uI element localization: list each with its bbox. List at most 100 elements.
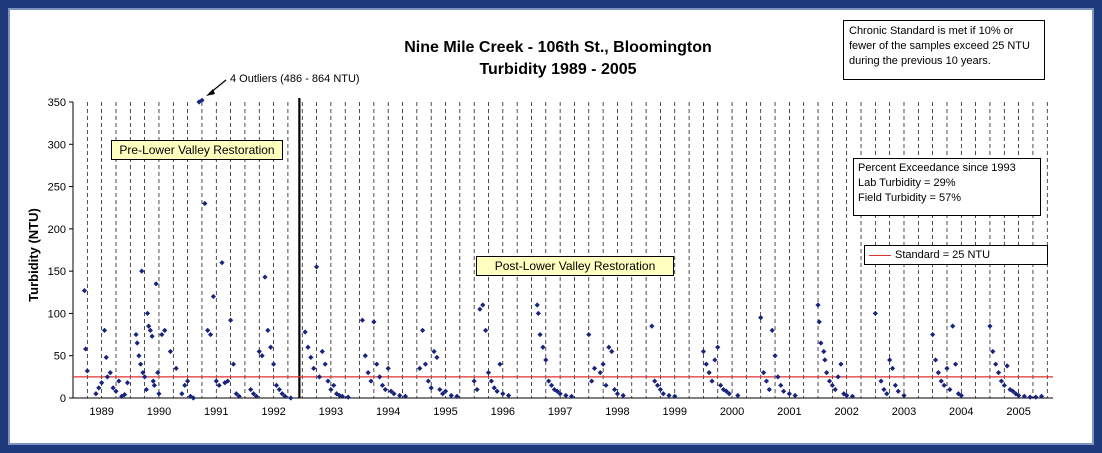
data-point — [778, 382, 784, 388]
data-point — [276, 386, 282, 393]
data-point — [419, 327, 426, 333]
data-point — [535, 310, 541, 317]
data-point — [821, 348, 827, 355]
data-point — [993, 361, 999, 367]
data-point — [835, 374, 841, 380]
data-point — [311, 365, 317, 371]
data-point — [336, 392, 343, 399]
y-tick-label: 100 — [48, 308, 66, 320]
data-point — [551, 386, 558, 393]
data-point — [987, 323, 993, 329]
data-point — [884, 391, 890, 397]
data-point — [368, 378, 374, 384]
data-point — [540, 344, 546, 350]
data-point — [156, 391, 162, 397]
data-point — [339, 393, 345, 399]
data-point — [216, 382, 222, 388]
data-point — [660, 391, 666, 397]
data-point — [718, 382, 724, 388]
data-point — [597, 370, 603, 376]
data-point — [769, 327, 775, 333]
data-point — [844, 392, 850, 399]
data-point — [672, 393, 678, 399]
data-point — [142, 374, 148, 380]
data-point — [666, 392, 672, 399]
post-restoration-label: Post-Lower Valley Restoration — [476, 256, 674, 276]
data-point — [167, 348, 174, 355]
data-point — [829, 382, 835, 388]
y-tick-label: 50 — [54, 351, 66, 363]
data-point — [104, 374, 110, 380]
data-point — [210, 293, 217, 300]
x-tick-label: 1993 — [319, 406, 343, 418]
data-point — [609, 348, 615, 355]
data-point — [103, 354, 109, 361]
exceedance-lab: Lab Turbidity = 29% — [858, 177, 956, 189]
percent-exceedance-box: Percent Exceedance since 1993 Lab Turbid… — [853, 158, 1041, 216]
data-point — [155, 370, 161, 376]
data-point — [781, 388, 787, 394]
data-point — [887, 357, 893, 363]
data-point — [1001, 382, 1007, 388]
data-point — [589, 378, 595, 384]
legend-label: Standard = 25 NTU — [895, 249, 991, 261]
x-tick-label: 2002 — [834, 406, 858, 418]
data-point — [262, 274, 268, 280]
data-point — [872, 310, 878, 317]
x-tick-label: 2001 — [777, 406, 801, 418]
data-point — [319, 348, 325, 355]
data-point — [815, 302, 821, 308]
data-point — [611, 386, 618, 393]
data-point — [144, 310, 151, 317]
y-tick-label: 0 — [60, 393, 66, 405]
data-point — [947, 386, 953, 393]
data-point — [818, 340, 824, 346]
outliers-annotation: 4 Outliers (486 - 864 NTU) — [230, 73, 360, 85]
exceedance-field: Field Turbidity = 57% — [858, 192, 962, 204]
data-point — [995, 370, 1002, 376]
data-point — [187, 393, 194, 399]
data-point — [952, 361, 959, 367]
data-point — [182, 382, 188, 388]
data-point — [649, 323, 655, 329]
data-point — [881, 386, 887, 393]
data-point — [83, 346, 89, 352]
data-point — [308, 354, 314, 361]
x-tick-label: 1989 — [89, 406, 113, 418]
exceedance-title: Percent Exceedance since 1993 — [858, 162, 1016, 174]
data-point — [159, 331, 165, 338]
data-point — [563, 392, 569, 399]
data-point — [488, 378, 494, 384]
x-tick-label: 2000 — [720, 406, 744, 418]
data-point — [723, 388, 729, 394]
data-point — [500, 391, 506, 397]
data-point — [110, 385, 116, 391]
legend-swatch — [869, 254, 891, 256]
data-point — [474, 386, 480, 393]
data-point — [140, 370, 146, 376]
data-point — [213, 378, 219, 384]
data-point — [133, 331, 139, 338]
chronic-standard-line-1: Chronic Standard is met if 10% or — [849, 25, 1014, 37]
data-point — [121, 392, 128, 398]
data-point — [958, 392, 964, 399]
data-point — [99, 380, 105, 386]
data-point — [230, 361, 237, 367]
data-point — [720, 386, 727, 393]
data-point — [491, 385, 497, 391]
data-point — [151, 382, 157, 388]
data-point — [437, 386, 443, 393]
y-tick-label: 150 — [48, 266, 66, 278]
data-point — [305, 344, 311, 350]
data-point — [938, 378, 944, 384]
data-point — [763, 378, 770, 384]
data-point — [454, 393, 460, 399]
data-point — [253, 393, 259, 399]
y-tick-label: 300 — [48, 139, 66, 151]
data-point — [273, 382, 280, 388]
y-tick-label: 200 — [48, 224, 66, 236]
data-point — [205, 327, 211, 333]
data-point — [614, 391, 621, 397]
data-point — [316, 374, 323, 380]
data-point — [288, 395, 294, 401]
